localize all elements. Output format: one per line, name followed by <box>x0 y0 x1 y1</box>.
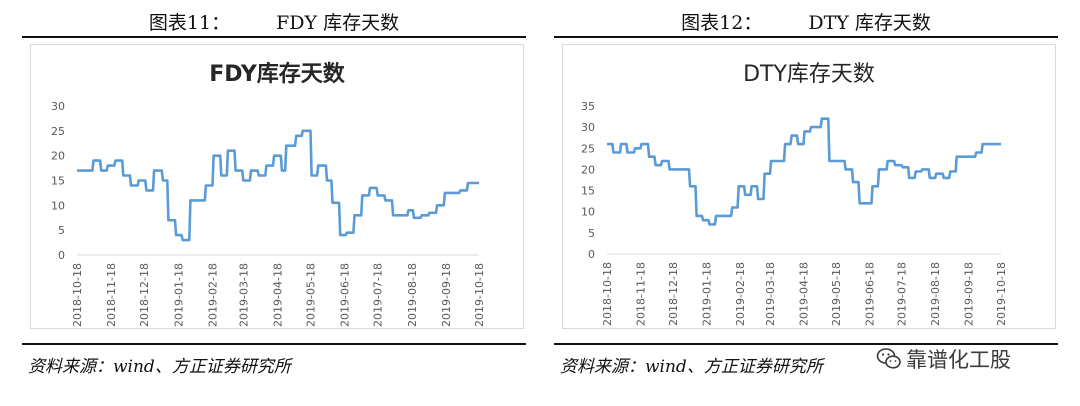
dty-chart-frame: DTY库存天数 0 5 10 15 20 25 30 35 2018-10-18 2018-11-1… <box>562 44 1056 329</box>
series-line <box>77 129 479 242</box>
x-tick-label: 2018-10-18 <box>71 263 84 327</box>
y-tick-label: 5 <box>588 227 595 240</box>
y-tick-label: 0 <box>588 248 595 261</box>
x-tick-label: 2019-05-18 <box>304 263 317 327</box>
figure-11-caption: 图表11： FDY 库存天数 <box>22 8 526 35</box>
x-tick-label: 2018-11-18 <box>105 263 118 327</box>
figure-11-source: 资料来源：wind、方正证券研究所 <box>28 357 291 377</box>
y-tick-label: 35 <box>581 100 595 113</box>
x-tick-label: 2019-10-18 <box>473 263 486 327</box>
x-tick-label: 2018-10-18 <box>601 262 614 326</box>
fdy-chart-frame: FDY库存天数 0 5 10 15 20 25 30 2018-10-18 2018-11-18 2… <box>30 44 524 329</box>
y-tick-label: 20 <box>581 163 595 176</box>
x-tick-label: 2019-02-18 <box>734 262 747 326</box>
x-tick-label: 2019-02-18 <box>206 263 219 327</box>
watermark-text: 靠谱化工股 <box>906 348 1011 372</box>
y-tick-label: 20 <box>51 150 65 163</box>
figure-12-top-rule <box>554 36 1058 38</box>
x-tick-label: 2019-05-18 <box>830 262 843 326</box>
y-tick-label: 25 <box>51 125 65 138</box>
chart-title: FDY库存天数 <box>209 61 346 87</box>
chart-title: DTY库存天数 <box>743 62 875 87</box>
figure-11-panel: 图表11： FDY 库存天数 FDY库存天数 0 5 10 15 20 25 30 2018-10… <box>22 0 526 406</box>
figure-11-top-rule <box>22 36 526 38</box>
x-tick-label: 2018-11-18 <box>634 262 647 326</box>
figure-12-panel: 图表12： DTY 库存天数 DTY库存天数 0 5 10 15 20 25 30 35 2018-… <box>554 0 1058 406</box>
x-tick-label: 2019-06-18 <box>339 263 352 327</box>
x-tick-label: 2019-09-18 <box>440 263 453 327</box>
x-tick-label: 2019-10-18 <box>995 262 1008 326</box>
figure-11-label: 图表11： <box>148 12 231 34</box>
figure-12-bottom-rule <box>554 343 1058 345</box>
x-tick-label: 2019-01-18 <box>172 263 185 327</box>
y-tick-label: 0 <box>58 249 65 262</box>
y-tick-label: 30 <box>581 121 595 134</box>
y-tick-label: 25 <box>581 142 595 155</box>
x-tick-label: 2019-09-18 <box>963 262 976 326</box>
x-tick-label: 2019-06-18 <box>863 262 876 326</box>
fdy-inventory-days-chart: FDY库存天数 0 5 10 15 20 25 30 2018-10-18 2018-11-18 2… <box>51 61 486 327</box>
x-tick-label: 2019-08-18 <box>929 262 942 326</box>
figure-12-label: 图表12： <box>681 12 763 34</box>
figure-11-bottom-rule <box>22 343 526 345</box>
x-tick-label: 2019-08-18 <box>406 263 419 327</box>
y-tick-label: 15 <box>581 185 595 198</box>
wechat-icon <box>876 348 901 369</box>
x-tick-label: 2019-01-18 <box>700 262 713 326</box>
x-tick-label: 2019-07-18 <box>896 262 909 326</box>
figure-11-name: FDY 库存天数 <box>276 12 400 34</box>
x-tick-label: 2019-04-18 <box>797 262 810 326</box>
x-tick-label: 2019-03-18 <box>764 262 777 326</box>
figure-12-source: 资料来源：wind、方正证券研究所 <box>560 357 823 377</box>
figure-12-caption: 图表12： DTY 库存天数 <box>554 8 1058 35</box>
x-tick-label: 2019-07-18 <box>372 263 385 327</box>
x-tick-label: 2018-12-18 <box>138 263 151 327</box>
x-tick-label: 2019-03-18 <box>237 263 250 327</box>
y-tick-label: 10 <box>581 206 595 219</box>
series-line <box>607 117 1001 226</box>
x-tick-label: 2018-12-18 <box>667 262 680 326</box>
watermark: 靠谱化工股 <box>876 344 1011 374</box>
y-tick-label: 15 <box>51 175 65 188</box>
x-tick-label: 2019-04-18 <box>271 263 284 327</box>
y-tick-label: 30 <box>51 100 65 113</box>
dty-inventory-days-chart: DTY库存天数 0 5 10 15 20 25 30 35 2018-10-18 2018-11-1… <box>581 62 1008 326</box>
figure-12-name: DTY 库存天数 <box>808 12 931 34</box>
y-tick-label: 10 <box>51 199 65 212</box>
y-tick-label: 5 <box>58 224 65 237</box>
